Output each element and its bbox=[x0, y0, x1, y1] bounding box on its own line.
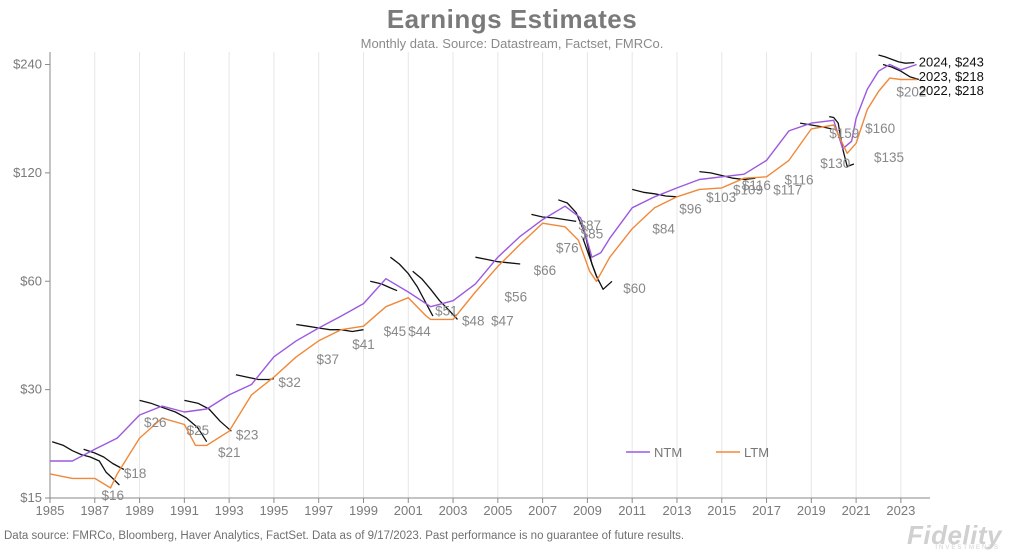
x-tick-label: 1989 bbox=[125, 503, 154, 518]
data-label: $66 bbox=[534, 263, 557, 278]
legend-label-ntm: NTM bbox=[654, 445, 682, 460]
x-tick-label: 1987 bbox=[80, 503, 109, 518]
data-label: $202 bbox=[896, 84, 926, 99]
x-tick-label: 2003 bbox=[439, 503, 468, 518]
x-tick-label: 1999 bbox=[349, 503, 378, 518]
data-label: $21 bbox=[218, 445, 241, 460]
x-tick-label: 1985 bbox=[36, 503, 65, 518]
data-label: $116 bbox=[742, 178, 771, 193]
axes: 1985 1987 1989 1991 1993 1995 1997 1999 2001 2003… bbox=[13, 52, 930, 518]
estimate-path bbox=[799, 122, 832, 130]
estimate-path bbox=[235, 374, 275, 381]
estimate-path bbox=[51, 441, 120, 486]
data-label: $109 bbox=[733, 182, 763, 197]
estimate-path bbox=[582, 237, 613, 290]
legend-label-ltm: LTM bbox=[744, 445, 769, 460]
estimate-path bbox=[370, 280, 398, 292]
x-tick-label: 2011 bbox=[618, 503, 646, 518]
data-label: $37 bbox=[316, 352, 339, 367]
estimate-path bbox=[829, 115, 855, 168]
data-label: $87 bbox=[578, 218, 601, 233]
x-tick-label: 2013 bbox=[663, 503, 692, 518]
chart-title: Earnings Estimates bbox=[386, 4, 638, 34]
data-label: $45 bbox=[384, 324, 407, 339]
y-tick-label: $60 bbox=[20, 273, 42, 288]
legend: NTM LTM bbox=[626, 445, 769, 460]
data-label: $76 bbox=[556, 240, 579, 255]
data-label: $16 bbox=[102, 488, 125, 503]
x-tick-label: 2007 bbox=[528, 503, 557, 518]
y-tick-label: $30 bbox=[20, 382, 42, 397]
estimate-path bbox=[184, 399, 232, 432]
annotations: $16 $18 $26 $25 $21 $23 $32 $37 $41 $45 $44 $51 $48 $… bbox=[102, 54, 984, 503]
data-label: $160 bbox=[865, 121, 895, 136]
x-tick-label: 2021 bbox=[842, 503, 871, 518]
x-tick-label: 1991 bbox=[170, 503, 199, 518]
estimate-path bbox=[882, 63, 919, 81]
x-tick-label: 1995 bbox=[259, 503, 288, 518]
x-tick-label: 2015 bbox=[707, 503, 736, 518]
estimate-path bbox=[475, 256, 521, 265]
data-label: $56 bbox=[505, 289, 528, 304]
data-label: $103 bbox=[706, 190, 736, 205]
end-label: 2024, $243 bbox=[919, 54, 984, 69]
data-label: $130 bbox=[820, 156, 850, 171]
data-label: $117 bbox=[773, 182, 802, 197]
end-label: 2023, $218 bbox=[919, 69, 984, 84]
fidelity-logo: Fidelity bbox=[906, 520, 1002, 550]
y-tick-label: $240 bbox=[13, 57, 42, 72]
chart-subtitle: Monthly data. Source: Datastream, Factse… bbox=[360, 36, 664, 51]
data-label: $84 bbox=[652, 222, 675, 237]
data-label: $60 bbox=[623, 281, 646, 296]
end-label: 2022, $218 bbox=[919, 83, 984, 98]
x-tick-label: 2017 bbox=[752, 503, 781, 518]
data-label: $51 bbox=[435, 304, 458, 319]
x-tick-label: 2005 bbox=[483, 503, 512, 518]
estimate-path bbox=[139, 399, 208, 443]
data-label: $135 bbox=[874, 150, 904, 165]
estimate-path bbox=[390, 256, 434, 317]
data-label: $116 bbox=[784, 173, 813, 188]
data-label: $41 bbox=[352, 337, 375, 352]
data-label: $32 bbox=[278, 375, 301, 390]
x-tick-label: 1993 bbox=[215, 503, 244, 518]
estimate-path bbox=[412, 270, 458, 320]
data-label: $18 bbox=[124, 466, 147, 481]
x-tick-label: 2019 bbox=[797, 503, 826, 518]
estimate-path bbox=[296, 323, 364, 333]
source-footnote: Data source: FMRCo, Bloomberg, Haver Ana… bbox=[4, 530, 685, 542]
x-tick-label: 2023 bbox=[886, 503, 915, 518]
x-tick-label: 2009 bbox=[573, 503, 602, 518]
estimate-path bbox=[632, 188, 678, 198]
data-label: $96 bbox=[679, 202, 702, 217]
series-line-ltm bbox=[49, 77, 917, 489]
grid-lines bbox=[49, 52, 902, 498]
data-label: $26 bbox=[144, 415, 167, 430]
data-label: $47 bbox=[491, 313, 514, 328]
estimate-path bbox=[531, 213, 577, 223]
data-label: $44 bbox=[408, 324, 431, 339]
data-label: $159 bbox=[829, 126, 859, 141]
estimate-path bbox=[878, 54, 915, 64]
data-label: $25 bbox=[187, 423, 210, 438]
fidelity-logo-subtext: INVESTMENTS bbox=[935, 545, 1000, 551]
series-line-ntm bbox=[50, 63, 917, 462]
data-label: $23 bbox=[236, 428, 259, 443]
plot-area bbox=[49, 54, 919, 489]
x-tick-label: 2001 bbox=[394, 503, 423, 518]
data-label: $85 bbox=[581, 226, 604, 241]
y-tick-label: $120 bbox=[13, 165, 42, 180]
x-tick-label: 1997 bbox=[304, 503, 333, 518]
y-tick-label: $15 bbox=[20, 490, 42, 505]
data-label: $48 bbox=[462, 313, 485, 328]
